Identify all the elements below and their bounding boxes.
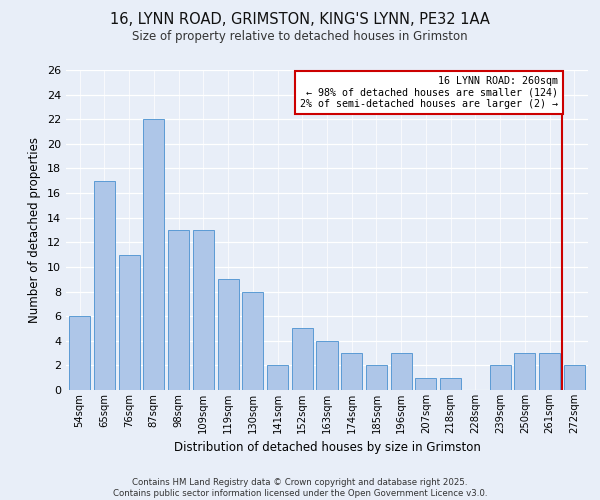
Text: Contains HM Land Registry data © Crown copyright and database right 2025.
Contai: Contains HM Land Registry data © Crown c… — [113, 478, 487, 498]
Bar — [143, 119, 164, 390]
Bar — [440, 378, 461, 390]
Bar — [490, 366, 511, 390]
Bar — [119, 254, 140, 390]
Bar — [69, 316, 90, 390]
Bar — [168, 230, 189, 390]
Bar — [267, 366, 288, 390]
Text: Size of property relative to detached houses in Grimston: Size of property relative to detached ho… — [132, 30, 468, 43]
Bar — [242, 292, 263, 390]
Bar — [539, 353, 560, 390]
Bar — [415, 378, 436, 390]
Bar — [564, 366, 585, 390]
Bar — [316, 341, 338, 390]
Bar — [218, 279, 239, 390]
Text: 16 LYNN ROAD: 260sqm
← 98% of detached houses are smaller (124)
2% of semi-detac: 16 LYNN ROAD: 260sqm ← 98% of detached h… — [301, 76, 559, 110]
X-axis label: Distribution of detached houses by size in Grimston: Distribution of detached houses by size … — [173, 442, 481, 454]
Bar — [391, 353, 412, 390]
Bar — [341, 353, 362, 390]
Bar — [94, 181, 115, 390]
Bar — [292, 328, 313, 390]
Y-axis label: Number of detached properties: Number of detached properties — [28, 137, 41, 323]
Bar — [366, 366, 387, 390]
Bar — [193, 230, 214, 390]
Bar — [514, 353, 535, 390]
Text: 16, LYNN ROAD, GRIMSTON, KING'S LYNN, PE32 1AA: 16, LYNN ROAD, GRIMSTON, KING'S LYNN, PE… — [110, 12, 490, 28]
